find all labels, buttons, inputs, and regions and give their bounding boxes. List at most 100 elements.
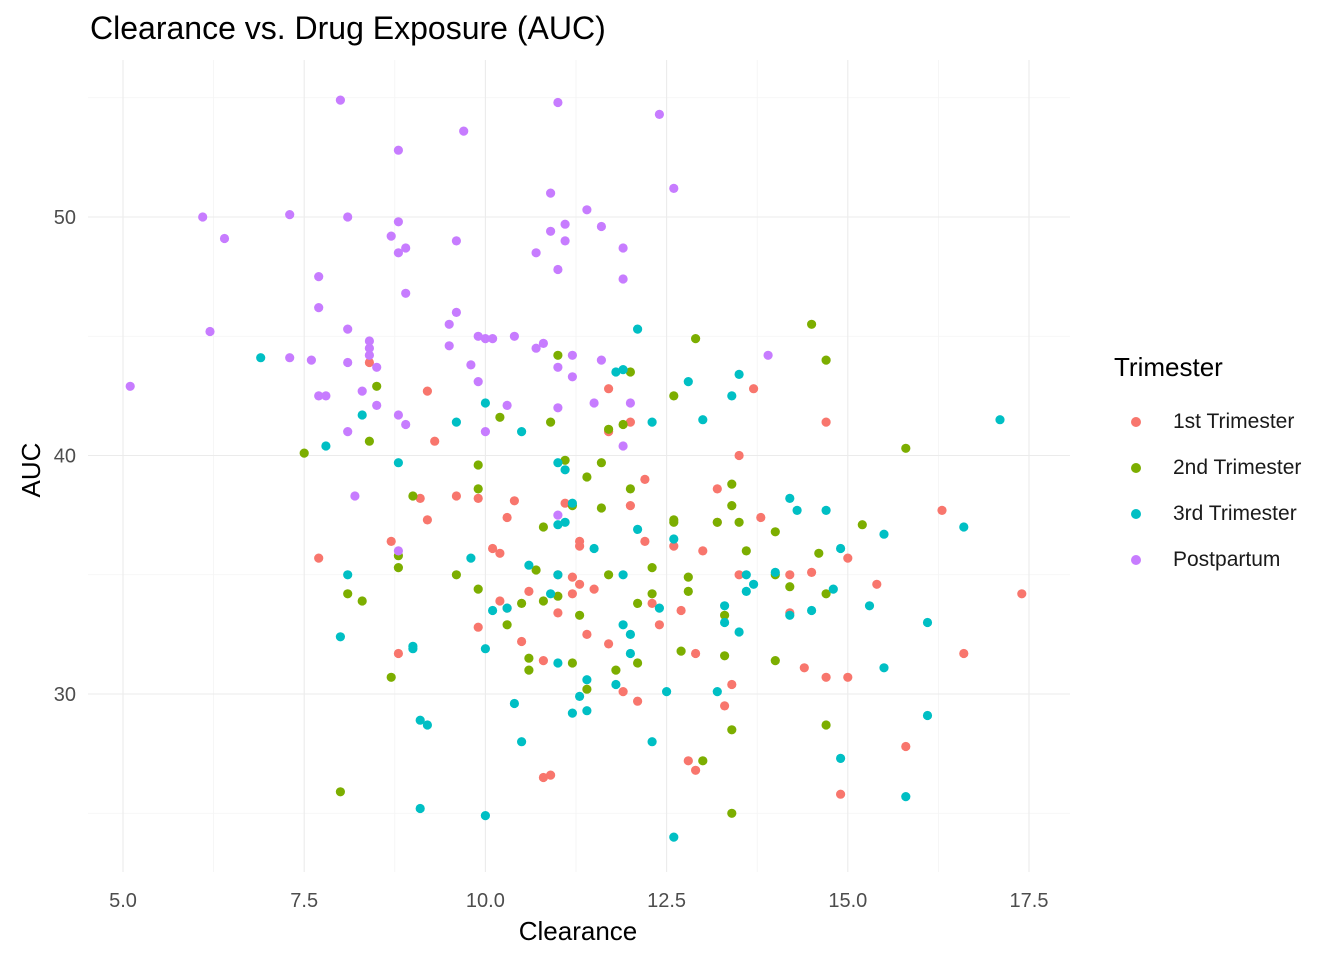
data-point-postpartum [314,272,324,282]
data-point-1st-trimester [473,493,483,503]
data-point-2nd-trimester [299,448,309,458]
data-point-3rd-trimester [553,658,563,668]
data-point-postpartum [451,236,461,246]
data-point-postpartum [219,233,230,244]
data-point-1st-trimester [604,639,614,649]
data-point-3rd-trimester [734,369,744,379]
data-point-3rd-trimester [836,543,846,554]
data-point-postpartum [473,377,483,387]
data-point-1st-trimester [821,417,831,427]
data-point-2nd-trimester [741,546,751,556]
data-point-2nd-trimester [734,517,744,527]
data-point-1st-trimester [640,536,650,547]
data-point-3rd-trimester [553,570,563,580]
data-point-2nd-trimester [618,419,628,430]
data-point-2nd-trimester [538,522,549,532]
data-point-2nd-trimester [408,491,418,501]
data-point-2nd-trimester [633,598,643,609]
data-point-postpartum [451,307,461,317]
data-point-2nd-trimester [625,367,636,377]
data-point-2nd-trimester [683,586,693,597]
data-point-3rd-trimester [618,365,628,375]
data-point-3rd-trimester [727,391,737,401]
data-point-postpartum [343,357,353,368]
data-point-2nd-trimester [343,589,353,599]
data-point-2nd-trimester [582,684,592,694]
data-point-postpartum [314,303,324,313]
data-point-postpartum [553,510,563,520]
data-point-postpartum [480,334,490,344]
data-point-2nd-trimester [727,479,737,489]
data-point-1st-trimester [618,687,628,697]
legend-label-3rd-trimester: 3rd Trimester [1173,502,1297,525]
x-tick-label: 17.5 [1010,890,1049,912]
data-point-2nd-trimester [814,548,824,558]
data-point-3rd-trimester [828,584,838,594]
data-point-2nd-trimester [727,725,737,735]
data-point-3rd-trimester [618,620,628,630]
data-point-3rd-trimester [785,610,795,620]
data-point-3rd-trimester [582,675,592,685]
data-point-1st-trimester [415,493,425,503]
data-point-2nd-trimester [357,596,367,606]
data-point-postpartum [350,491,360,501]
data-point-postpartum [321,391,331,401]
data-point-3rd-trimester [256,353,266,363]
data-point-3rd-trimester [560,465,570,475]
data-point-2nd-trimester [647,563,657,573]
data-point-2nd-trimester [596,458,607,468]
chart-title: Clearance vs. Drug Exposure (AUC) [90,10,606,46]
data-point-3rd-trimester [611,367,621,377]
data-point-postpartum [488,334,498,344]
data-point-1st-trimester [538,772,549,783]
data-point-3rd-trimester [335,632,345,642]
data-point-2nd-trimester [524,665,534,675]
x-tick-label: 10.0 [466,890,505,912]
data-point-3rd-trimester [451,417,461,427]
legend-label-1st-trimester: 1st Trimester [1173,410,1295,433]
data-point-3rd-trimester [618,570,628,580]
data-point-1st-trimester [843,672,853,682]
data-point-3rd-trimester [480,644,490,654]
grid-layer [88,60,1070,872]
data-point-1st-trimester [821,672,831,682]
data-point-3rd-trimester [625,648,636,659]
data-point-postpartum [763,350,773,360]
data-point-postpartum [372,400,382,410]
data-point-postpartum [343,324,353,334]
data-point-postpartum [560,236,570,246]
data-point-1st-trimester [473,622,483,632]
data-point-3rd-trimester [741,586,751,597]
data-point-2nd-trimester [560,455,570,465]
data-point-2nd-trimester [901,443,911,453]
data-point-postpartum [393,145,403,155]
data-point-2nd-trimester [553,350,563,360]
data-point-3rd-trimester [647,417,657,427]
y-tick-label: 30 [54,684,76,706]
data-points [125,95,1027,842]
data-point-3rd-trimester [408,641,418,651]
data-point-postpartum [393,248,403,258]
data-point-postpartum [285,210,295,220]
data-point-1st-trimester [647,598,657,609]
data-point-postpartum [546,188,556,198]
data-point-2nd-trimester [676,646,686,656]
data-point-postpartum [473,331,483,341]
data-point-3rd-trimester [502,603,512,613]
data-point-1st-trimester [691,648,701,659]
data-point-postpartum [618,441,628,451]
data-point-3rd-trimester [785,493,795,503]
x-tick-label: 7.5 [290,890,318,912]
data-point-postpartum [393,217,403,227]
data-point-postpartum [509,331,519,341]
data-point-2nd-trimester [582,472,592,482]
data-point-1st-trimester [625,417,636,427]
data-point-postpartum [335,95,345,105]
data-point-1st-trimester [727,679,737,690]
data-point-2nd-trimester [807,319,817,329]
data-point-2nd-trimester [553,591,563,601]
data-point-2nd-trimester [502,620,512,630]
data-point-3rd-trimester [734,627,744,637]
data-point-2nd-trimester [524,653,534,663]
